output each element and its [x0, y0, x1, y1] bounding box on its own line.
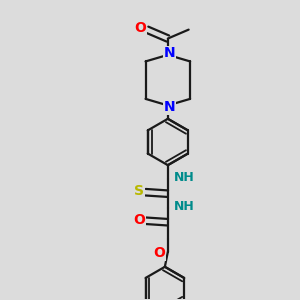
Text: NH: NH	[174, 200, 195, 213]
Text: NH: NH	[174, 171, 195, 184]
Text: O: O	[153, 246, 165, 260]
Text: O: O	[133, 212, 145, 226]
Text: O: O	[135, 21, 146, 35]
Text: S: S	[134, 184, 144, 198]
Text: N: N	[164, 100, 175, 114]
Text: N: N	[164, 46, 175, 60]
